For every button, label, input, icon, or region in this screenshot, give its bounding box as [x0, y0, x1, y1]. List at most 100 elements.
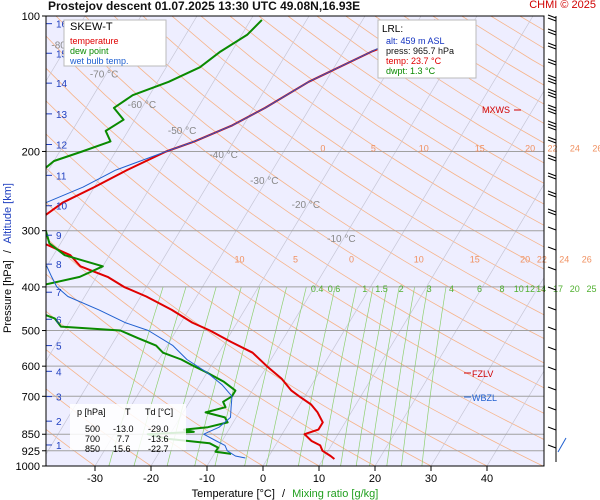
wind-barb-flag [547, 74, 557, 79]
legend-box [63, 19, 167, 67]
altitude-tick-label: 5 [56, 342, 62, 353]
y-tick-label: 1000 [16, 461, 40, 473]
wind-barb-flag [547, 208, 557, 213]
dry-adiabat-label: 5 [293, 254, 298, 264]
x-tick-label: 20 [369, 473, 381, 485]
isotherm-label: -60 °C [128, 100, 156, 111]
wind-barb-flag [547, 120, 557, 125]
marker-fzlv: FZLV [472, 369, 493, 379]
table-header-td: Td [°C] [145, 407, 173, 417]
table-header-t: T [125, 407, 131, 417]
wind-barb [547, 104, 557, 122]
wind-barb-flag [547, 154, 557, 159]
wind-barb-flag [547, 80, 557, 85]
altitude-tick-label: 9 [56, 231, 62, 242]
table-cell: 500 [85, 424, 100, 434]
wind-barb [547, 306, 557, 324]
wind-barb-flag [547, 110, 557, 115]
wind-barb-flag [547, 366, 557, 371]
wind-barb-flag [547, 77, 557, 82]
altitude-tick-label: 8 [56, 260, 62, 271]
isotherm [542, 463, 544, 466]
altitude-tick-label: 15 [56, 49, 68, 60]
dry-adiabat-label: 10 [414, 254, 424, 264]
mixing-ratio-label: 6 [477, 284, 482, 294]
wind-barb-flag [547, 246, 557, 251]
wind-barb [547, 208, 557, 226]
y-tick-label: 100 [22, 11, 40, 23]
y-tick-label: 600 [22, 361, 40, 373]
wind-barb-flag [547, 136, 557, 141]
legend-item-temperature: temperature [70, 36, 119, 46]
y-tick-label: 300 [22, 226, 40, 238]
table-cell: 15.6 [113, 444, 131, 454]
wind-barbs [547, 14, 567, 462]
credit-label[interactable]: CHMI © 2025 [529, 0, 596, 11]
mixing-ratio-label: 3 [427, 284, 432, 294]
x-tick-label: 10 [313, 473, 325, 485]
dry-adiabat [84, 16, 544, 340]
wind-barb [547, 286, 557, 304]
wind-barb-flag [547, 266, 557, 271]
wind-barb [547, 28, 557, 46]
wind-barb-flag [547, 286, 557, 291]
dry-adiabat-label: 26 [592, 143, 600, 153]
isotherm [150, 16, 422, 466]
isotherm [94, 16, 366, 466]
wind-barb [547, 154, 557, 172]
table-cell: 7.7 [117, 434, 130, 444]
y-tick-label: 700 [22, 391, 40, 403]
dry-adiabat-label: 10 [419, 143, 429, 153]
wind-barb-flag [547, 406, 557, 411]
wind-barb [547, 266, 557, 284]
dry-adiabat-label: 22 [537, 254, 547, 264]
wind-barb [547, 226, 557, 244]
wind-barb [547, 366, 557, 384]
legend-header: SKEW-T [70, 21, 113, 33]
lrl-dewpoint: dwpt: 1.3 °C [386, 66, 436, 76]
altitude-tick-label: 3 [56, 393, 62, 404]
wind-barb [547, 246, 557, 264]
wind-barb-flag [547, 193, 557, 198]
altitude-tick-label: 13 [56, 110, 68, 121]
wind-barb [547, 346, 557, 364]
y-axis-title-separator: / [2, 249, 14, 253]
wind-barb-flag [547, 61, 557, 66]
isotherm-label: -20 °C [292, 200, 320, 211]
wind-barb-flag [547, 104, 557, 109]
y-axis-title: Pressure [hPa] / Altitude [km] [2, 183, 14, 333]
wind-barb-flag [547, 88, 557, 93]
wind-barb-flag [547, 190, 557, 195]
isotherm-label: -10 °C [327, 234, 355, 245]
marker-mxws: MXWS [482, 105, 510, 115]
dry-adiabat-label: 15 [475, 143, 485, 153]
wind-barb-flag [547, 157, 557, 162]
x-tick-label: -10 [199, 473, 215, 485]
mixing-ratio-label: 1 [362, 284, 367, 294]
mixing-ratio-label: 17 [553, 284, 563, 294]
dry-adiabat [55, 16, 544, 364]
y-tick-label: 500 [22, 326, 40, 338]
mixing-ratio-label: 14 [536, 284, 546, 294]
wind-barb [547, 190, 557, 208]
dry-adiabat [46, 67, 544, 414]
wind-barb-flag [547, 139, 557, 144]
wind-barb-flag [547, 211, 557, 216]
wind-barb-flag [547, 386, 557, 391]
legend-item-wet-bulb: wet bulb temp. [69, 56, 129, 66]
plot-area [46, 16, 544, 466]
isotherm [262, 16, 534, 466]
x-tick-label: -20 [143, 473, 159, 485]
x-tick-label: 40 [481, 473, 493, 485]
table-cell: -13.6 [148, 434, 169, 444]
wind-barb-flag [547, 31, 557, 36]
altitude-tick-label: 14 [56, 79, 68, 90]
dry-adiabat-label: 15 [470, 254, 480, 264]
series-wet-bulb-temp [46, 19, 436, 459]
wind-barb [547, 88, 557, 106]
wind-barb-flag [547, 45, 557, 50]
wind-barb-flag [547, 226, 557, 231]
wind-barb [547, 74, 557, 92]
wind-barb [547, 406, 557, 424]
